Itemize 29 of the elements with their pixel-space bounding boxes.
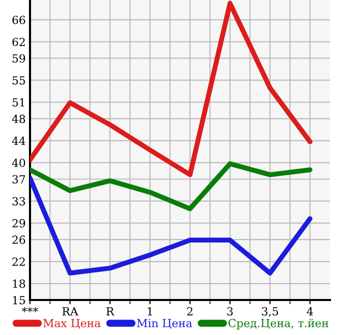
x-tick-label: 3,5 (262, 307, 278, 317)
y-tick-label: 55 (12, 76, 25, 85)
line-series (30, 176, 312, 276)
y-tick-label: 44 (12, 136, 26, 145)
legend-label: Max Цена (43, 319, 101, 329)
y-tick-label: 40 (12, 158, 26, 168)
x-tick-label: 3 (227, 307, 233, 316)
y-tick-label: 62 (12, 38, 25, 46)
y-tick-label: 48 (12, 114, 26, 124)
y-tick-label: 22 (12, 258, 25, 266)
x-tick-label: RA (62, 307, 78, 316)
x-tick-label: 2 (187, 307, 192, 316)
y-tick-label: 15 (13, 296, 25, 304)
x-tick-label: 4 (306, 307, 313, 316)
y-tick-label: 37 (12, 175, 26, 184)
legend-label: Сред.Цена, т.йен (228, 318, 328, 330)
y-tick-label: 51 (12, 98, 24, 107)
x-tick-label: *** (22, 307, 38, 312)
x-tick-label: 1 (148, 307, 152, 316)
legend-label: Min Цена (136, 318, 192, 329)
x-tick-label: R (106, 307, 114, 316)
y-tick-label: 26 (12, 236, 26, 244)
y-tick-label: 33 (12, 197, 26, 206)
y-tick-label: 66 (12, 16, 26, 24)
y-tick-label: 18 (13, 279, 26, 288)
y-tick-label: 59 (12, 54, 26, 63)
y-tick-label: 29 (12, 219, 26, 228)
line-series (30, 161, 312, 212)
line-series (30, 0, 312, 178)
